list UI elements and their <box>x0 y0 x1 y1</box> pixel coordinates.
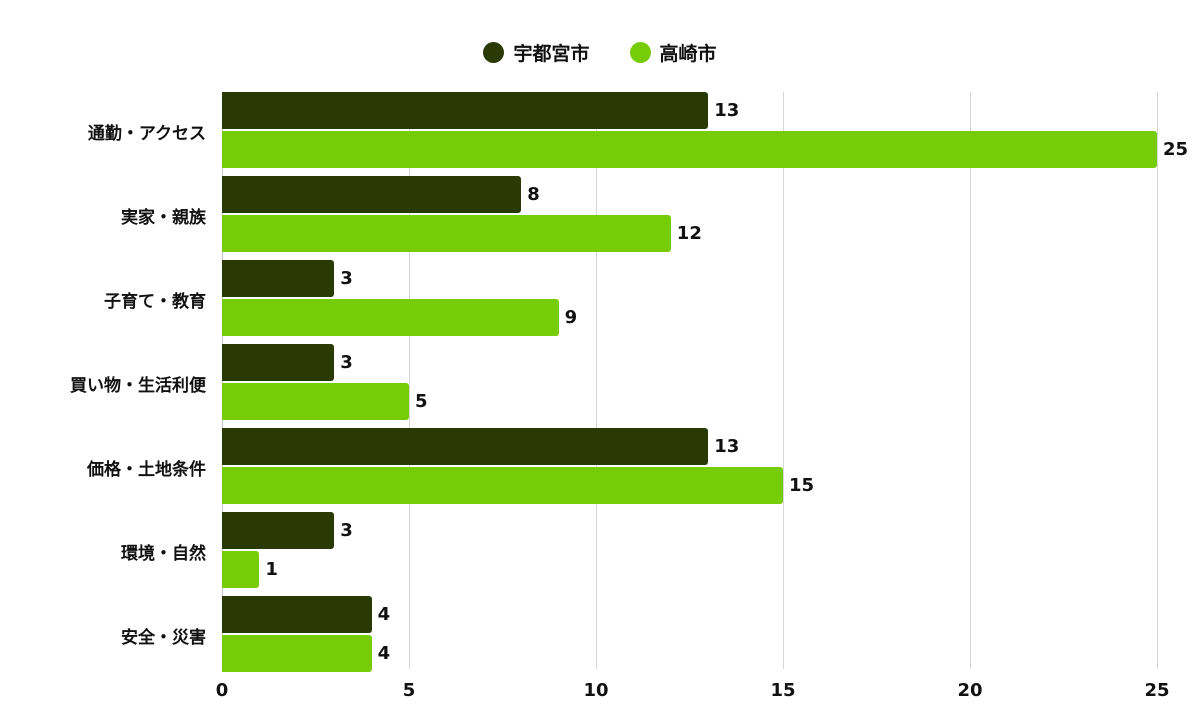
plot-area: 13 25 8 12 3 9 3 5 13 15 3 1 4 4 <box>222 92 1188 672</box>
bar-value-label: 3 <box>340 352 353 373</box>
bar-value-label: 13 <box>714 100 740 121</box>
bar-takasaki[interactable] <box>222 215 671 252</box>
bar-takasaki[interactable] <box>222 635 372 672</box>
bar-value-label: 5 <box>415 391 428 412</box>
x-tick-label: 0 <box>215 680 229 701</box>
bar-takasaki[interactable] <box>222 299 559 336</box>
gridline <box>596 92 597 669</box>
bar-utsunomiya[interactable] <box>222 92 709 129</box>
legend-dot-icon <box>483 41 505 63</box>
bar-utsunomiya[interactable] <box>222 428 709 465</box>
category-label: 実家・親族 <box>121 208 206 228</box>
bar-value-label: 1 <box>265 559 278 580</box>
gridline <box>783 92 784 669</box>
category-label: 子育て・教育 <box>104 292 206 312</box>
category-label: 通勤・アクセス <box>87 124 206 144</box>
category-label: 安全・災害 <box>121 628 206 648</box>
bar-utsunomiya[interactable] <box>222 176 522 213</box>
category-label: 環境・自然 <box>121 544 206 564</box>
bar-value-label: 9 <box>564 307 578 328</box>
category-label: 価格・土地条件 <box>87 460 206 480</box>
legend-dot-icon <box>629 41 651 63</box>
bar-value-label: 12 <box>676 223 702 244</box>
bar-value-label: 25 <box>1163 139 1189 160</box>
bar-value-label: 3 <box>340 268 353 289</box>
bar-utsunomiya[interactable] <box>222 344 335 381</box>
x-tick-label: 25 <box>1144 680 1170 701</box>
bar-takasaki[interactable] <box>222 467 783 504</box>
bar-utsunomiya[interactable] <box>222 512 335 549</box>
bar-utsunomiya[interactable] <box>222 596 372 633</box>
chart-legend: 宇都宮市 高崎市 <box>0 36 1200 68</box>
bar-takasaki[interactable] <box>222 383 409 420</box>
bar-value-label: 15 <box>789 475 815 496</box>
gridline <box>1157 92 1158 669</box>
x-tick-label: 20 <box>957 680 983 701</box>
x-tick-label: 10 <box>583 680 609 701</box>
x-tick-label: 15 <box>770 680 796 701</box>
bar-utsunomiya[interactable] <box>222 260 335 297</box>
legend-item-takasaki[interactable]: 高崎市 <box>629 39 717 66</box>
bar-value-label: 8 <box>527 184 540 205</box>
bar-takasaki[interactable] <box>222 551 260 588</box>
x-tick-label: 5 <box>402 680 416 701</box>
legend-label: 高崎市 <box>659 42 717 65</box>
bar-takasaki[interactable] <box>222 131 1157 168</box>
gridline <box>970 92 971 669</box>
bar-value-label: 13 <box>714 436 740 457</box>
bar-value-label: 3 <box>340 520 353 541</box>
legend-item-utsunomiya[interactable]: 宇都宮市 <box>483 39 590 66</box>
category-label: 買い物・生活利便 <box>70 376 206 396</box>
bar-value-label: 4 <box>377 604 391 625</box>
bar-value-label: 4 <box>377 643 391 664</box>
legend-label: 宇都宮市 <box>513 42 590 65</box>
gridline <box>409 92 410 669</box>
